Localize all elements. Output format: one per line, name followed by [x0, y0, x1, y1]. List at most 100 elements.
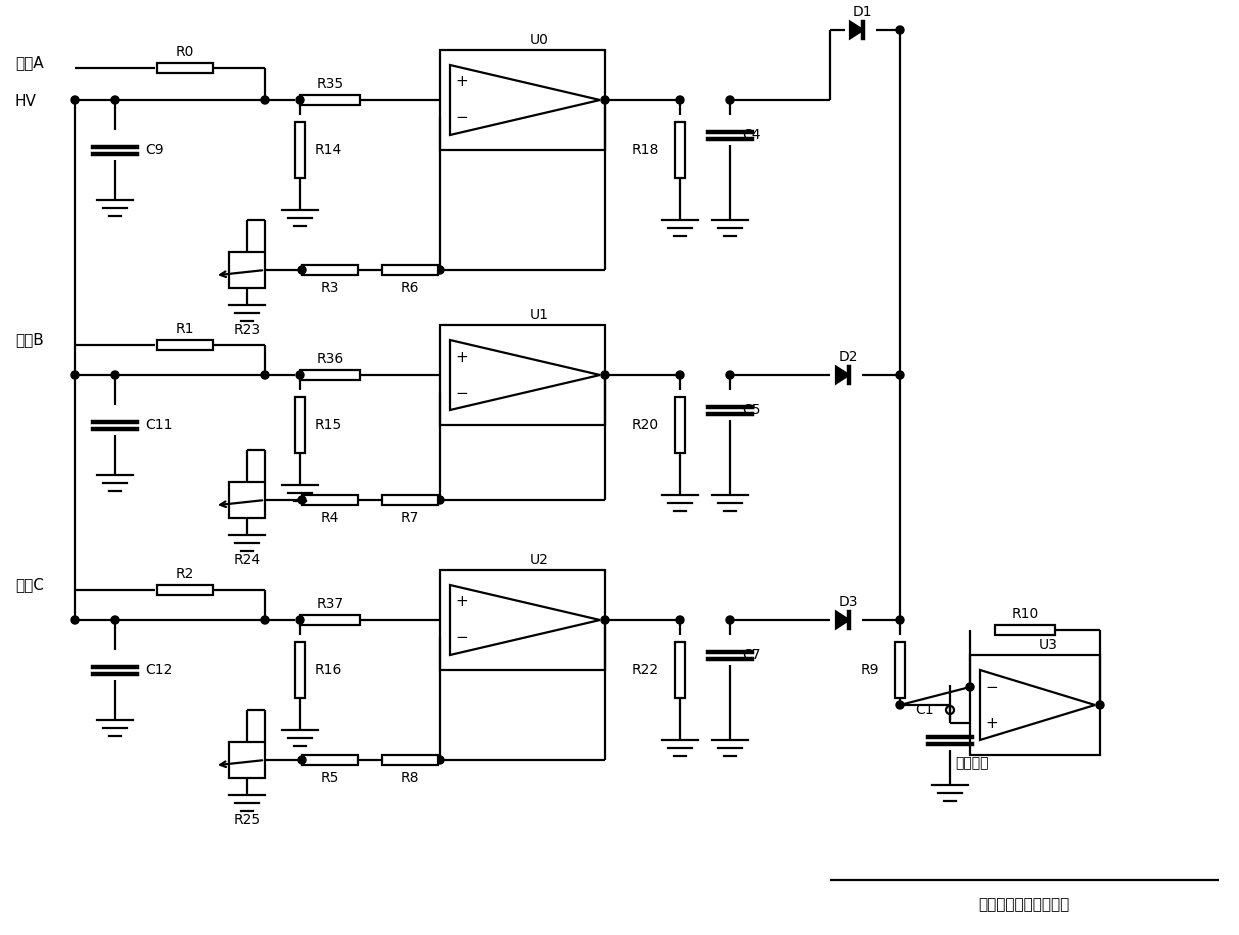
- Bar: [300, 370, 361, 380]
- Circle shape: [726, 616, 733, 624]
- Text: R1: R1: [176, 322, 195, 336]
- Text: R10: R10: [1011, 607, 1038, 621]
- Text: +: +: [456, 350, 468, 365]
- Circle shape: [601, 371, 610, 379]
- Text: 钄泵电压调节反馈信号: 钄泵电压调节反馈信号: [979, 898, 1069, 913]
- Bar: [302, 495, 358, 505]
- Circle shape: [436, 266, 444, 274]
- Circle shape: [112, 616, 119, 624]
- Text: D2: D2: [839, 350, 857, 364]
- Bar: [675, 122, 685, 178]
- Bar: [440, 570, 605, 670]
- Text: R15: R15: [315, 418, 342, 432]
- Circle shape: [112, 96, 119, 104]
- Text: R0: R0: [176, 45, 195, 59]
- Text: D1: D1: [852, 5, 872, 19]
- Circle shape: [676, 616, 684, 624]
- Bar: [440, 50, 605, 150]
- Bar: [300, 615, 361, 625]
- Circle shape: [296, 371, 304, 379]
- Polygon shape: [450, 585, 600, 655]
- Text: −: −: [456, 630, 468, 645]
- Bar: [382, 495, 439, 505]
- Text: R9: R9: [861, 663, 880, 677]
- Bar: [895, 642, 904, 698]
- Text: C11: C11: [145, 418, 172, 432]
- Circle shape: [71, 96, 79, 104]
- Bar: [229, 252, 265, 288]
- Text: R7: R7: [400, 511, 419, 525]
- Text: R37: R37: [316, 597, 343, 611]
- Circle shape: [601, 616, 610, 624]
- Circle shape: [261, 371, 269, 379]
- Bar: [675, 642, 685, 698]
- Bar: [302, 755, 358, 765]
- Text: U0: U0: [529, 33, 549, 47]
- Text: C1: C1: [916, 703, 934, 717]
- Text: R23: R23: [233, 323, 260, 337]
- Circle shape: [299, 266, 306, 274]
- Polygon shape: [450, 340, 600, 410]
- Bar: [302, 265, 358, 275]
- Bar: [157, 585, 213, 595]
- Circle shape: [896, 371, 904, 379]
- Circle shape: [436, 496, 444, 504]
- Bar: [229, 742, 265, 778]
- Text: U1: U1: [529, 308, 549, 322]
- Circle shape: [296, 616, 304, 624]
- Text: R5: R5: [321, 771, 339, 785]
- Text: R2: R2: [176, 567, 195, 581]
- Text: D3: D3: [839, 595, 857, 609]
- Text: R6: R6: [400, 281, 419, 295]
- Text: R4: R4: [321, 511, 339, 525]
- Bar: [157, 63, 213, 73]
- Circle shape: [436, 756, 444, 764]
- Text: HV: HV: [15, 94, 37, 109]
- Polygon shape: [850, 22, 864, 38]
- Bar: [295, 642, 305, 698]
- Circle shape: [112, 371, 119, 379]
- Text: R35: R35: [316, 77, 343, 91]
- Text: −: −: [456, 110, 468, 125]
- Circle shape: [676, 371, 684, 379]
- Bar: [995, 625, 1054, 635]
- Text: R24: R24: [233, 553, 260, 567]
- Text: R3: R3: [321, 281, 339, 295]
- Polygon shape: [836, 367, 849, 383]
- Text: R22: R22: [632, 663, 659, 677]
- Text: +: +: [456, 595, 468, 610]
- Circle shape: [601, 96, 610, 104]
- Circle shape: [299, 496, 306, 504]
- Text: C5: C5: [742, 403, 761, 417]
- Circle shape: [896, 26, 904, 34]
- Text: R14: R14: [315, 143, 342, 157]
- Text: R20: R20: [632, 418, 659, 432]
- Text: R36: R36: [316, 352, 343, 366]
- Text: R16: R16: [315, 663, 342, 677]
- Text: −: −: [986, 680, 999, 695]
- Polygon shape: [836, 611, 849, 628]
- Text: 钄泵B: 钄泵B: [15, 333, 43, 348]
- Bar: [229, 482, 265, 518]
- Bar: [675, 397, 685, 453]
- Circle shape: [726, 96, 733, 104]
- Text: C7: C7: [742, 648, 761, 662]
- Bar: [295, 122, 305, 178]
- Circle shape: [1097, 701, 1104, 709]
- Text: R25: R25: [233, 813, 260, 827]
- Circle shape: [896, 701, 904, 709]
- Text: R8: R8: [400, 771, 419, 785]
- Text: U3: U3: [1038, 638, 1057, 652]
- Circle shape: [261, 616, 269, 624]
- Text: −: −: [456, 385, 468, 400]
- Text: C9: C9: [145, 143, 164, 157]
- Bar: [970, 655, 1100, 755]
- Bar: [440, 325, 605, 425]
- Text: 钄泵A: 钄泵A: [15, 55, 43, 70]
- Text: 钄泵C: 钄泵C: [15, 578, 43, 593]
- Circle shape: [947, 706, 954, 714]
- Circle shape: [261, 96, 269, 104]
- Polygon shape: [450, 65, 600, 135]
- Circle shape: [296, 96, 304, 104]
- Circle shape: [299, 756, 306, 764]
